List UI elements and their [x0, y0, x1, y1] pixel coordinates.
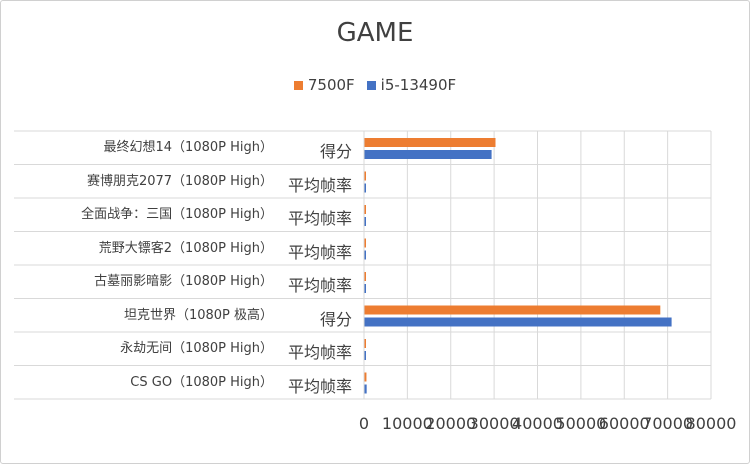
x-tick-label: 50000 [555, 414, 607, 433]
legend-swatch [366, 80, 376, 90]
category-group-label: 最终幻想14（1080P High） [103, 140, 273, 155]
legend: 7500F i5-13490F [0, 76, 750, 94]
category-label: 平均帧率 [287, 242, 352, 262]
bar-i5-13490F-6 [364, 351, 366, 360]
bar-7500F-7 [364, 372, 367, 382]
legend-label: i5-13490F [380, 76, 457, 94]
bar-i5-13490F-1 [364, 183, 366, 193]
bar-i5-13490F-0 [364, 150, 492, 159]
bar-7500F-3 [364, 238, 366, 248]
category-group-label: 坦克世界（1080P 极高） [123, 307, 273, 323]
legend-label: 7500F [307, 76, 355, 94]
bar-i5-13490F-4 [364, 284, 366, 293]
bar-i5-13490F-7 [364, 384, 367, 394]
category-group-label: 古墓丽影暗影（1080P High） [94, 274, 273, 289]
bar-i5-13490F-2 [364, 217, 366, 226]
category-label: 平均帧率 [287, 343, 352, 362]
x-tick-label: 70000 [642, 414, 694, 433]
chart-title: GAME [336, 18, 414, 48]
bar-7500F-1 [364, 171, 366, 181]
x-tick-label: 20000 [425, 414, 477, 433]
x-tick-label: 10000 [381, 414, 433, 433]
category-group-label: 永劫无间（1080P High） [120, 341, 273, 356]
x-tick-label: 0 [358, 414, 370, 433]
category-group-label: 全面战争：三国（1080P High） [81, 207, 273, 222]
bar-7500F-6 [364, 339, 366, 348]
category-group-label: 赛博朋克2077（1080P High） [86, 173, 273, 189]
x-tick-label: 40000 [512, 414, 563, 433]
category-label: 平均帧率 [287, 209, 352, 228]
bar-i5-13490F-5 [364, 317, 672, 327]
x-tick-label: 60000 [598, 414, 650, 433]
category-label: 平均帧率 [287, 376, 352, 396]
legend-item-7500f[interactable]: 7500F [293, 76, 355, 94]
x-tick-label: 80000 [685, 414, 737, 433]
category-label: 平均帧率 [287, 276, 352, 295]
bar-i5-13490F-3 [364, 250, 366, 260]
bar-7500F-4 [364, 272, 366, 281]
x-tick-label: 30000 [468, 414, 520, 433]
bar-7500F-5 [364, 305, 661, 315]
legend-item-i5-13490f[interactable]: i5-13490F [366, 76, 457, 94]
category-label: 得分 [319, 142, 352, 161]
bar-7500F-0 [364, 138, 496, 147]
bar-7500F-2 [364, 205, 366, 214]
category-label: 平均帧率 [287, 175, 352, 195]
legend-swatch [293, 80, 303, 90]
category-label: 得分 [319, 309, 352, 329]
category-group-label: CS GO（1080P High） [130, 374, 273, 390]
category-group-label: 荒野大镖客2（1080P High） [98, 240, 273, 256]
